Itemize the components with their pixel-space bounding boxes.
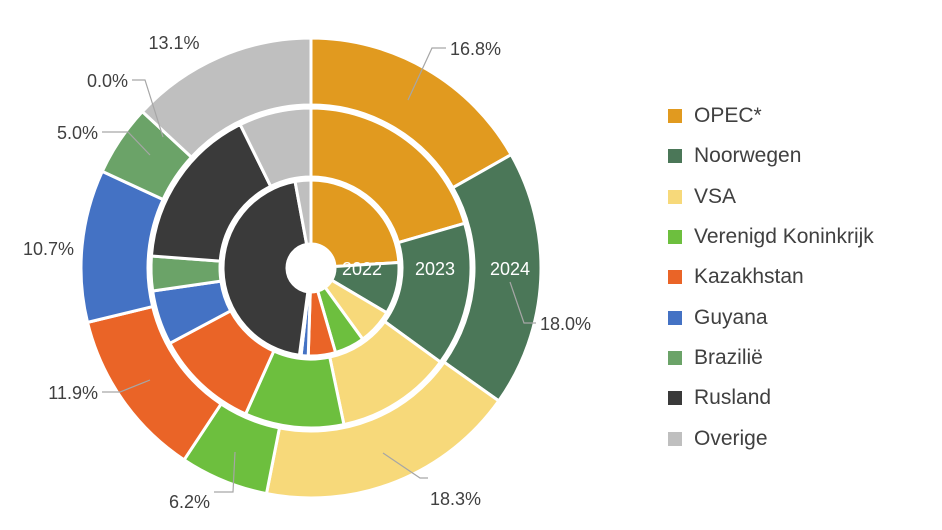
legend-label: Guyana [694,305,768,329]
chart-legend: OPEC* Noorwegen VSA Verenigd Koninkrijk Kaza… [668,96,874,459]
legend-item-opec: OPEC* [668,96,874,136]
ring-labels: 2022 2023 2024 [342,259,530,279]
data-label-vsa: 18.3% [430,489,481,509]
data-label-guyana: 10.7% [23,239,74,259]
legend-label: Brazilië [694,345,763,369]
legend-label: OPEC* [694,104,762,128]
legend-swatch [668,109,682,124]
legend-item-overige: Overige [668,418,874,458]
ring-label-2024: 2024 [490,259,530,279]
legend-swatch [668,270,682,285]
leader-line-rusland [132,79,164,138]
legend-label: VSA [694,184,737,208]
data-label-opec: 16.8% [450,39,501,59]
legend-label: Kazakhstan [694,265,804,289]
slice-2024-overige [140,36,313,159]
legend-swatch [668,149,682,164]
legend-label: Rusland [694,386,772,410]
legend-swatch [668,431,682,446]
legend-item-kazakhstan: Kazakhstan [668,257,874,297]
leader-line-opec [407,47,446,101]
legend-label: Overige [694,426,768,450]
legend-item-noorwegen: Noorwegen [668,136,874,176]
ring-label-2023: 2023 [415,259,455,279]
slice-2023-overige [238,106,313,188]
ring-label-2022: 2022 [342,259,382,279]
legend-swatch [668,310,682,325]
legend-swatch [668,230,682,245]
data-label-brazili: 5.0% [57,123,98,143]
leader-line-brazili [102,131,151,156]
data-label-noorwegen: 18.0% [540,314,591,334]
slice-2022-overige [293,178,313,246]
legend-item-rusland: Rusland [668,378,874,418]
leader-line-verenigd-koninkrijk [214,451,236,493]
legend-item-brazili: Brazilië [668,338,874,378]
legend-item-guyana: Guyana [668,297,874,337]
legend-swatch [668,189,682,204]
donut-slices [79,36,543,500]
legend-label: Noorwegen [694,144,802,168]
data-label-leaders [102,47,536,493]
legend-item-verenigd-koninkrijk: Verenigd Koninkrijk [668,217,874,257]
slice-2023-opec [309,106,467,245]
data-label-rusland: 0.0% [87,71,128,91]
data-label-kazakhstan: 11.9% [48,383,98,403]
slice-2022-opec [309,178,401,268]
legend-swatch [668,391,682,406]
leader-line-kazakhstan [102,379,151,393]
data-labels: 16.8% 18.0% 18.3% 6.2% 11.9% 10.7% 5.0% 0.0% 13.… [23,33,591,512]
leader-line-noorwegen [509,281,536,324]
slice-2022-rusland [221,179,310,357]
data-label-overige: 13.1% [148,33,199,53]
data-label-verenigd-koninkrijk: 6.2% [169,492,210,512]
legend-swatch [668,350,682,365]
legend-label: Verenigd Koninkrijk [694,225,874,249]
legend-item-vsa: VSA [668,177,874,217]
leader-line-vsa [382,452,428,479]
